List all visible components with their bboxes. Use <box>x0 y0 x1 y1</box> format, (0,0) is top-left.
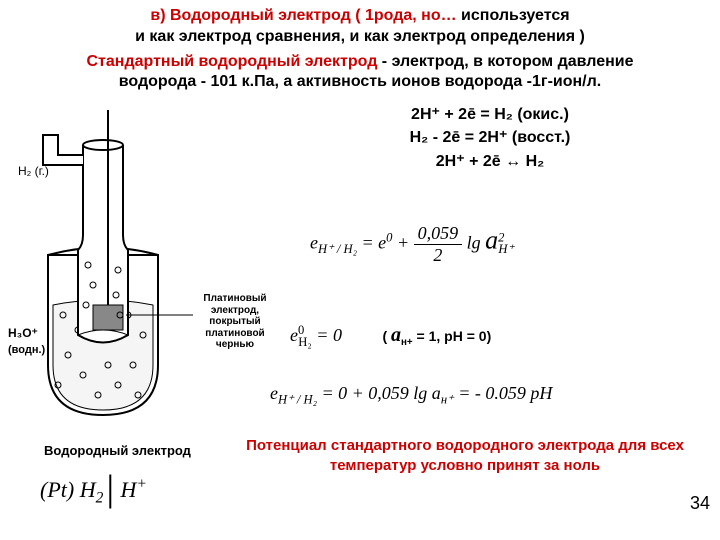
final-formula: eH⁺ / H₂ = 0 + 0,059 lg aн⁺ = - 0.059 pН <box>270 383 710 408</box>
conclusion-text: Потенциал стандартного водородного элект… <box>230 436 700 475</box>
electrode-caption: Водородный электрод <box>20 443 215 458</box>
f1-asub: H⁺ <box>498 242 514 256</box>
cn-sup: + <box>136 476 146 493</box>
liquid-label2: (водн.) <box>8 344 46 356</box>
equation-3: 2H⁺ + 2ē ↔ H₂ <box>270 150 710 173</box>
subtitle-dark1: - электрод, в котором давление <box>377 53 633 70</box>
content-area: H₂ (г.) H₃O⁺ (водн.) Платиновый электрод… <box>0 93 720 533</box>
subtitle-dark2: водорода - 101 к.Па, а активность ионов … <box>119 73 601 90</box>
f1-a: a <box>485 226 498 255</box>
f1-fraction: 0,059 2 <box>414 223 463 266</box>
f1-sup0: 0 <box>386 231 392 245</box>
electrode-diagram: H₂ (г.) H₃O⁺ (водн.) <box>8 105 218 435</box>
equation-2: H₂ - 2ē = 2H⁺ (восст.) <box>270 126 710 149</box>
equation-1: 2H⁺ + 2ē = H₂ (окис.) <box>270 103 710 126</box>
f1-sub: H⁺ / H₂ <box>318 242 357 256</box>
f3-end: = - 0.059 pН <box>458 383 552 403</box>
subtitle: Стандартный водородный электрод - электр… <box>0 52 720 94</box>
cell-notation: (Pt) H2│H+ <box>40 473 147 507</box>
f2-open: ( <box>382 328 391 344</box>
f3-mid: = 0 + 0,059 lg a <box>322 383 441 403</box>
f2-sub: H₂ <box>298 335 312 349</box>
f2-close: ) <box>487 328 492 344</box>
equations-block: 2H⁺ + 2ē = H₂ (окис.) H₂ - 2ē = 2H⁺ (вос… <box>310 103 710 173</box>
title-red: в) Водородный электрод ( 1рода, но… <box>150 7 456 24</box>
f1-eq: = e <box>362 233 387 253</box>
title: в) Водородный электрод ( 1рода, но… испо… <box>0 0 720 48</box>
f3-e: e <box>270 383 278 403</box>
f3-sub1: H⁺ / H₂ <box>278 393 317 407</box>
nernst-formula: eH⁺ / H₂ = e0 + 0,059 2 lg a 2 H⁺ <box>310 223 640 273</box>
f2-e: e <box>290 325 298 345</box>
f1-num: 0,059 <box>414 223 463 245</box>
liquid-label1: H₃O⁺ <box>8 326 38 340</box>
f2-note: ( aн+ = 1, рН = 0) <box>382 328 491 344</box>
f1-plus: + <box>397 233 414 253</box>
subtitle-red: Стандартный водородный электрод <box>87 53 378 70</box>
f2-na: a <box>391 324 401 346</box>
f1-e: e <box>310 233 318 253</box>
f2-nsub: н+ <box>401 337 413 348</box>
f3-sub2: н⁺ <box>441 393 454 407</box>
platinum-label: Платиновый электрод, покрытый платиновой… <box>190 293 280 351</box>
f1-den: 2 <box>414 245 463 266</box>
page-number: 34 <box>690 493 710 514</box>
cn-open: (Pt) H <box>40 477 96 502</box>
title-dark1: используется <box>457 7 570 24</box>
gas-label: H₂ (г.) <box>18 164 49 178</box>
f2-eq: = 0 <box>316 325 342 345</box>
cn-h: H <box>121 477 137 502</box>
standard-potential-formula: e0H₂ = 0 ( aн+ = 1, рН = 0) <box>290 323 690 350</box>
title-dark2: и как электрод сравнения, и как электрод… <box>135 28 585 45</box>
f1-lg: lg <box>467 233 486 253</box>
f2-nmid: = 1, рН = 0 <box>413 328 487 344</box>
